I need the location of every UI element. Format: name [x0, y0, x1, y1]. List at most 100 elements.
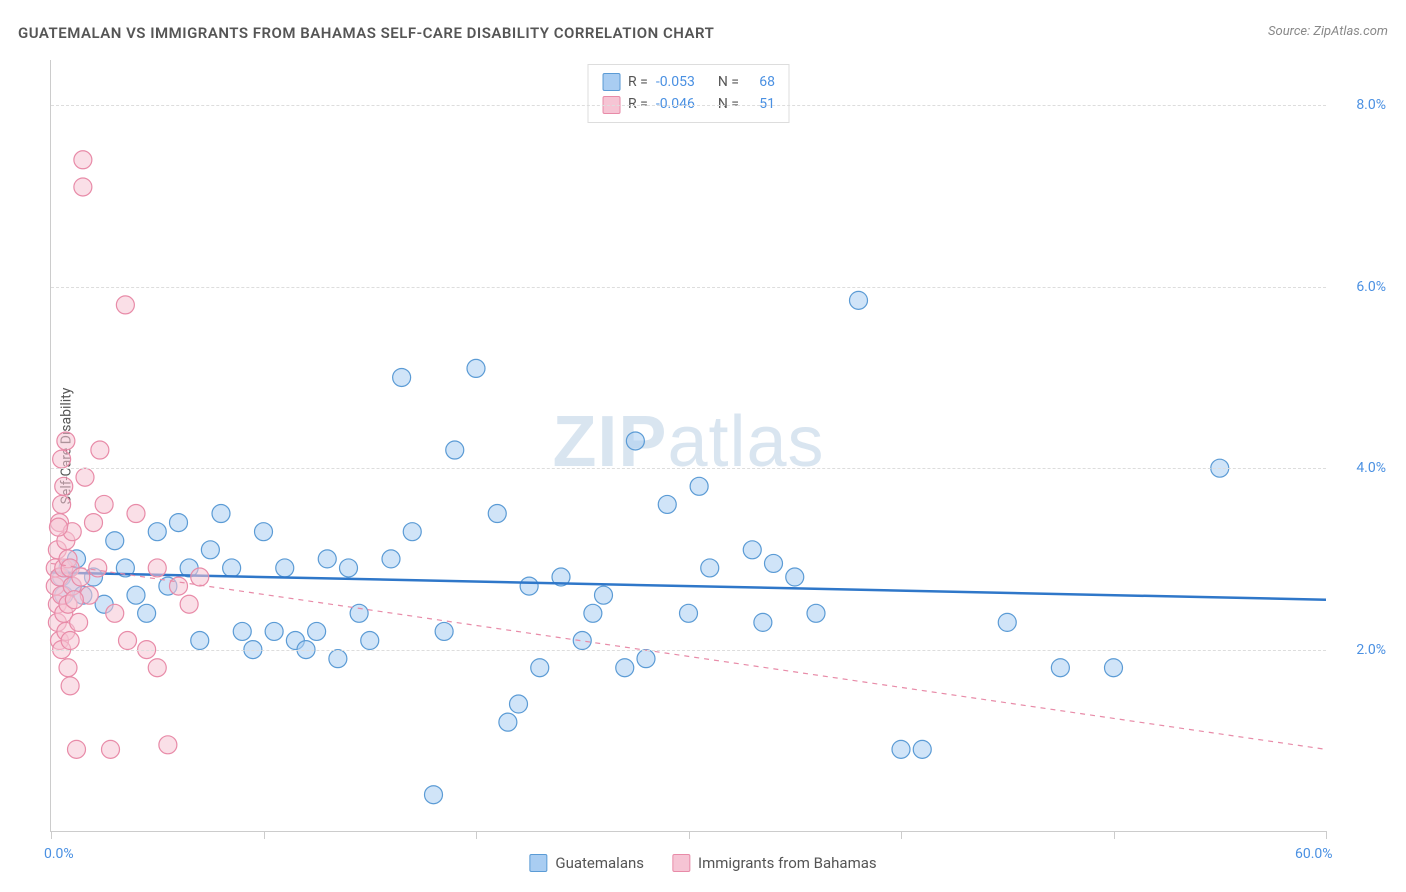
data-point	[201, 541, 219, 559]
x-tick	[1114, 831, 1115, 839]
data-point	[191, 632, 209, 650]
data-point	[265, 622, 283, 640]
legend-series-item: Guatemalans	[529, 854, 644, 872]
plot-area: ZIPatlas R =-0.053 N =68R =-0.046 N =51 …	[50, 60, 1326, 832]
data-point	[61, 677, 79, 695]
legend-series-label: Guatemalans	[555, 854, 644, 872]
chart-title: GUATEMALAN VS IMMIGRANTS FROM BAHAMAS SE…	[18, 24, 714, 42]
data-point	[148, 523, 166, 541]
legend-swatch	[529, 854, 547, 872]
data-point	[127, 586, 145, 604]
scatter-svg	[51, 60, 1326, 831]
data-point	[170, 577, 188, 595]
data-point	[1051, 659, 1069, 677]
legend-series-item: Immigrants from Bahamas	[672, 854, 877, 872]
data-point	[61, 632, 79, 650]
data-point	[637, 650, 655, 668]
data-point	[148, 659, 166, 677]
legend-swatch	[602, 73, 620, 91]
n-value: 68	[747, 71, 775, 93]
data-point	[403, 523, 421, 541]
data-point	[488, 505, 506, 523]
data-point	[95, 495, 113, 513]
data-point	[76, 468, 94, 486]
data-point	[191, 568, 209, 586]
data-point	[626, 432, 644, 450]
data-point	[255, 523, 273, 541]
data-point	[223, 559, 241, 577]
data-point	[74, 178, 92, 196]
data-point	[1105, 659, 1123, 677]
data-point	[361, 632, 379, 650]
data-point	[49, 518, 67, 536]
data-point	[74, 151, 92, 169]
x-tick	[476, 831, 477, 839]
legend-correlation: R =-0.053 N =68R =-0.046 N =51	[587, 64, 790, 123]
data-point	[690, 477, 708, 495]
data-point	[102, 740, 120, 758]
data-point	[85, 514, 103, 532]
data-point	[658, 495, 676, 513]
n-label: N =	[718, 71, 739, 93]
data-point	[89, 559, 107, 577]
y-tick-label: 6.0%	[1356, 279, 1386, 295]
data-point	[913, 740, 931, 758]
data-point	[57, 432, 75, 450]
data-point	[807, 604, 825, 622]
y-tick-label: 4.0%	[1356, 460, 1386, 476]
data-point	[212, 505, 230, 523]
data-point	[435, 622, 453, 640]
y-tick-label: 8.0%	[1356, 97, 1386, 113]
data-point	[68, 740, 86, 758]
data-point	[91, 441, 109, 459]
data-point	[786, 568, 804, 586]
data-point	[531, 659, 549, 677]
legend-series-label: Immigrants from Bahamas	[698, 854, 877, 872]
data-point	[743, 541, 761, 559]
data-point	[53, 495, 71, 513]
data-point	[138, 604, 156, 622]
data-point	[276, 559, 294, 577]
data-point	[340, 559, 358, 577]
data-point	[233, 622, 251, 640]
data-point	[170, 514, 188, 532]
data-point	[892, 740, 910, 758]
x-tick	[1326, 831, 1327, 839]
data-point	[393, 368, 411, 386]
trend-line	[51, 572, 1326, 599]
legend-correlation-row: R =-0.053 N =68	[602, 71, 775, 93]
data-point	[499, 713, 517, 731]
data-point	[119, 632, 137, 650]
data-point	[754, 613, 772, 631]
data-point	[850, 291, 868, 309]
data-point	[106, 532, 124, 550]
data-point	[382, 550, 400, 568]
data-point	[584, 604, 602, 622]
data-point	[127, 505, 145, 523]
data-point	[55, 477, 73, 495]
data-point	[467, 359, 485, 377]
data-point	[701, 559, 719, 577]
x-tick	[264, 831, 265, 839]
x-tick	[689, 831, 690, 839]
data-point	[106, 604, 124, 622]
data-point	[318, 550, 336, 568]
data-point	[180, 595, 198, 613]
data-point	[446, 441, 464, 459]
data-point	[520, 577, 538, 595]
data-point	[308, 622, 326, 640]
gridline	[51, 105, 1326, 106]
gridline	[51, 287, 1326, 288]
data-point	[616, 659, 634, 677]
data-point	[72, 568, 90, 586]
data-point	[765, 554, 783, 572]
source-label: Source: ZipAtlas.com	[1268, 24, 1388, 39]
x-tick-label: 0.0%	[44, 846, 74, 862]
x-tick	[51, 831, 52, 839]
trend-line	[51, 563, 1326, 749]
data-point	[65, 591, 83, 609]
data-point	[70, 613, 88, 631]
r-value: -0.053	[656, 71, 695, 93]
data-point	[998, 613, 1016, 631]
x-tick-label: 60.0%	[1295, 846, 1333, 862]
